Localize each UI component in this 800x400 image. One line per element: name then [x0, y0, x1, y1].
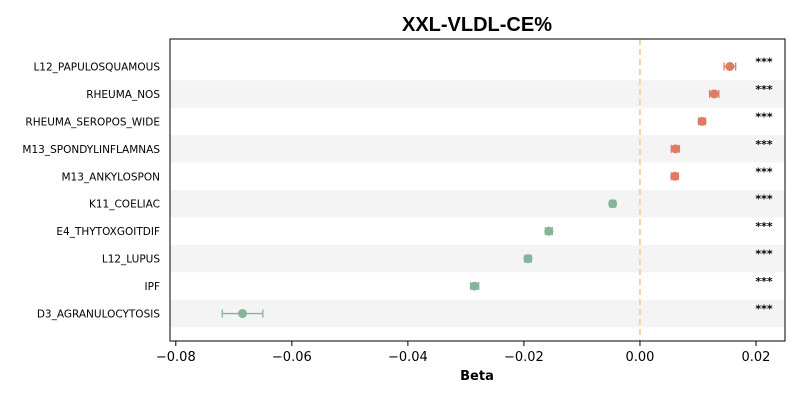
x-axis-ticks: −0.08 −0.06 −0.04 −0.02 0.00 0.02 [156, 341, 771, 365]
category-label: L12_PAPULOSQUAMOUS [33, 61, 160, 73]
data-point [523, 254, 533, 264]
row-stripe [170, 135, 785, 163]
chart-title: XXL-VLDL-CE% [402, 14, 552, 36]
row-stripe [170, 80, 785, 108]
x-tick-label: −0.06 [272, 350, 312, 365]
significance-label: *** [755, 55, 773, 68]
category-label: RHEUMA_SEROPOS_WIDE [25, 116, 160, 128]
category-label: RHEUMA_NOS [86, 89, 160, 101]
data-point [670, 144, 680, 154]
significance-stars: *** *** *** *** *** *** *** *** *** *** [755, 55, 773, 315]
x-tick-label: −0.04 [388, 350, 428, 365]
significance-label: *** [755, 248, 773, 261]
data-point [544, 226, 554, 236]
significance-label: *** [755, 165, 773, 178]
x-tick-label: −0.08 [156, 350, 196, 365]
data-point [697, 116, 707, 126]
significance-label: *** [755, 303, 773, 316]
data-point [608, 199, 618, 209]
row-stripe [170, 244, 785, 273]
data-point [670, 171, 680, 181]
significance-label: *** [755, 220, 773, 233]
significance-label: *** [755, 110, 773, 123]
category-label: E4_THYTOXGOITDIF [56, 226, 160, 238]
data-point [470, 281, 480, 291]
significance-label: *** [755, 83, 773, 96]
category-label: M13_ANKYLOSPON [62, 171, 161, 183]
x-axis-label: Beta [460, 369, 494, 384]
category-label: K11_COELIAC [89, 199, 160, 211]
x-tick-label: 0.02 [742, 350, 771, 365]
data-points [238, 61, 735, 319]
category-label: L12_LUPUS [102, 254, 160, 266]
category-label: IPF [145, 281, 160, 293]
category-label: M13_SPONDYLINFLAMNAS [22, 144, 160, 156]
significance-label: *** [755, 275, 773, 288]
category-labels: L12_PAPULOSQUAMOUS RHEUMA_NOS RHEUMA_SEROP… [22, 61, 160, 320]
significance-label: *** [755, 193, 773, 206]
x-tick-label: 0.00 [625, 350, 654, 365]
significance-label: *** [755, 138, 773, 151]
x-tick-label: −0.02 [504, 350, 544, 365]
data-point [709, 89, 719, 99]
plot-frame [169, 38, 786, 342]
row-stripe [170, 299, 785, 328]
row-stripes [170, 80, 785, 328]
row-stripe [170, 190, 785, 218]
category-label: D3_AGRANULOCYTOSIS [37, 309, 160, 321]
data-point [725, 61, 735, 71]
data-point [238, 309, 248, 319]
